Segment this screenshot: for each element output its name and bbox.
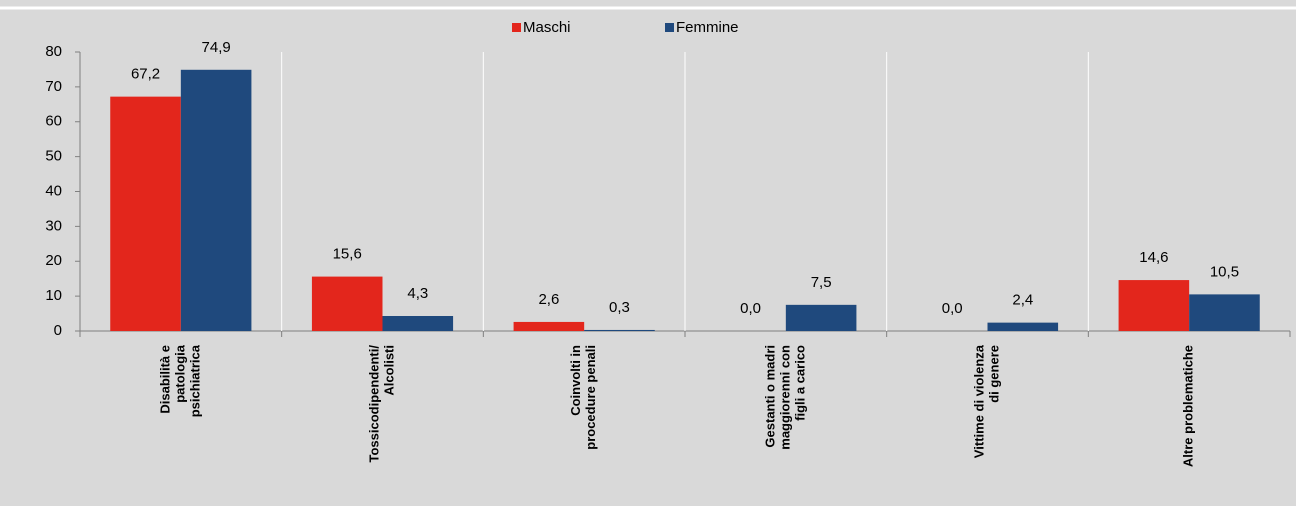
value-label: 4,3 bbox=[407, 285, 428, 302]
y-tick-label: 30 bbox=[45, 217, 62, 234]
value-label: 2,4 bbox=[1012, 292, 1033, 309]
bar bbox=[584, 329, 655, 331]
value-label: 67,2 bbox=[131, 66, 160, 83]
x-tick-label-line: patologia bbox=[172, 344, 187, 403]
bar bbox=[110, 96, 181, 331]
y-tick-label: 80 bbox=[45, 43, 62, 60]
y-tick-label: 0 bbox=[54, 322, 62, 339]
value-label: 74,9 bbox=[202, 39, 231, 56]
bar bbox=[382, 316, 454, 331]
legend-swatch bbox=[665, 23, 674, 32]
x-tick-label: Altre problematiche bbox=[1181, 345, 1196, 467]
y-tick-label: 60 bbox=[45, 113, 62, 130]
bar bbox=[785, 304, 857, 331]
legend-label: Maschi bbox=[523, 19, 571, 36]
x-tick-label-line: Alcolisti bbox=[381, 345, 396, 396]
x-tick-label-line: di genere bbox=[986, 345, 1001, 403]
bar bbox=[513, 321, 585, 331]
value-label: 10,5 bbox=[1210, 263, 1239, 280]
bar bbox=[311, 276, 383, 331]
value-label: 0,0 bbox=[740, 300, 761, 317]
bar bbox=[180, 69, 252, 331]
value-label: 0,0 bbox=[942, 300, 963, 317]
x-tick-label: Coinvolti in procedure penali bbox=[568, 345, 598, 450]
y-tick-label: 70 bbox=[45, 78, 62, 95]
x-tick-label-line: procedure penali bbox=[583, 345, 598, 450]
x-tick-label: Disabilità e patologia psichiatrica bbox=[157, 344, 202, 417]
legend-swatch bbox=[512, 23, 521, 32]
bar bbox=[1118, 280, 1190, 331]
x-tick-label-line: Gestanti o madri bbox=[762, 345, 777, 448]
x-tick-label: Gestanti o madri maggiorenni con figli a c… bbox=[762, 345, 807, 450]
value-label: 14,6 bbox=[1139, 249, 1168, 266]
value-label: 0,3 bbox=[609, 299, 630, 316]
x-tick-label-line: Disabilità e bbox=[157, 345, 172, 414]
value-label: 2,6 bbox=[538, 291, 559, 308]
x-tick-label-line: figli a carico bbox=[792, 345, 807, 421]
y-tick-label: 10 bbox=[45, 287, 62, 304]
value-label: 7,5 bbox=[811, 274, 832, 291]
x-tick-label-line: psichiatrica bbox=[187, 344, 202, 417]
y-tick-label: 20 bbox=[45, 252, 62, 269]
x-tick-label-line: maggiorenni con bbox=[777, 345, 792, 450]
y-tick-label: 50 bbox=[45, 148, 62, 165]
x-tick-label: Tossicodipendenti/Alcolisti bbox=[366, 345, 396, 463]
bar bbox=[987, 322, 1059, 331]
x-tick-label: Vittime di violenza di genere bbox=[971, 344, 1001, 458]
y-tick-label: 40 bbox=[45, 182, 62, 199]
value-label: 15,6 bbox=[333, 246, 362, 263]
x-tick-label-line: Tossicodipendenti/ bbox=[366, 345, 381, 463]
legend-label: Femmine bbox=[676, 19, 739, 36]
bar bbox=[1189, 294, 1260, 331]
x-tick-label-line: Coinvolti in bbox=[568, 345, 583, 416]
x-tick-label-line: Altre problematiche bbox=[1181, 345, 1196, 467]
x-tick-label-line: Vittime di violenza bbox=[971, 344, 986, 458]
